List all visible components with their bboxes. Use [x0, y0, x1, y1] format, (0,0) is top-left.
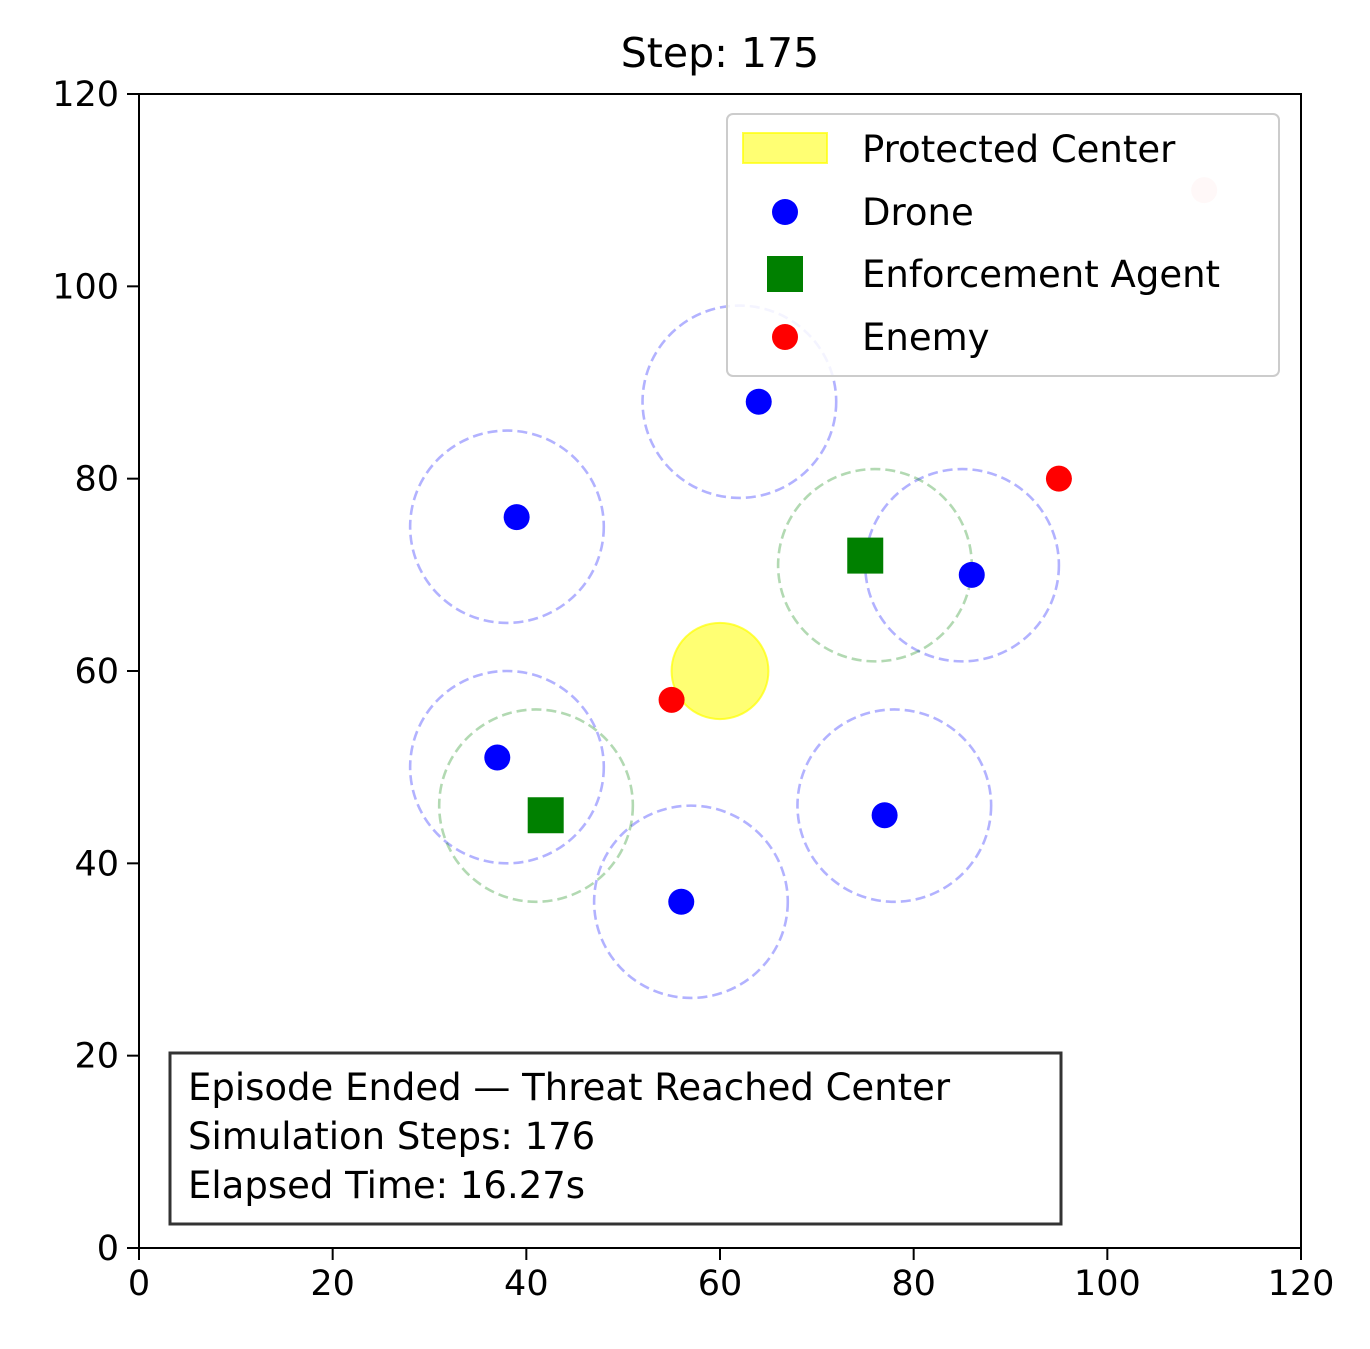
y-tick-label: 20: [74, 1037, 119, 1077]
agent-zone-2: [437, 708, 635, 904]
x-tick-label: 120: [1268, 1264, 1335, 1304]
drone-marker-1: [745, 388, 772, 415]
drone-zone-4: [408, 669, 606, 865]
info-line-1: Episode Ended — Threat Reached Center: [188, 1066, 951, 1109]
drone-zone-6: [592, 804, 790, 1000]
y-tick-label: 100: [52, 267, 119, 307]
protected-center: [670, 621, 770, 721]
info-box-frame: [168, 1051, 1063, 1226]
axes: 0 20 40 60 80 100 120 0 20 40 60 80 100 120: [52, 75, 1334, 1304]
drone-marker-2: [503, 504, 530, 531]
legend-label: Enemy: [862, 316, 990, 359]
x-tick-label: 80: [891, 1264, 936, 1304]
x-tick-label: 20: [310, 1264, 355, 1304]
x-tick-label: 0: [128, 1264, 150, 1304]
y-tick-label: 80: [74, 460, 119, 500]
enemy-marker-1: [1045, 465, 1072, 492]
legend-swatch-agent: [767, 256, 803, 292]
legend-swatch-2: [772, 199, 798, 225]
drone-marker-5: [871, 802, 898, 829]
y-tick-label: 60: [74, 652, 119, 692]
enemy-marker-2: [658, 686, 685, 713]
legend: Protected Center Drone Enforcement Agent En…: [726, 113, 1280, 377]
drone-zone-3: [863, 467, 1061, 663]
legend-label: Protected Center: [862, 128, 1176, 171]
drone-zone-5: [796, 708, 993, 904]
x-tick-label: 40: [504, 1264, 549, 1304]
x-tick-label: 100: [1074, 1264, 1141, 1304]
legend-label: Enforcement Agent: [862, 253, 1220, 296]
legend-label: Drone: [862, 191, 974, 234]
x-tick-label: 60: [698, 1264, 743, 1304]
legend-swatch-center: [742, 132, 828, 164]
agent-marker-1: [847, 537, 884, 574]
legend-swatch-4: [772, 324, 798, 350]
info-line-2: Simulation Steps: 176: [188, 1115, 595, 1158]
chart-title: Step: 175: [621, 29, 819, 77]
info-box: Episode Ended — Threat Reached Center Sim…: [168, 1051, 1063, 1226]
y-tick-label: 40: [74, 844, 119, 884]
info-line-3: Elapsed Time: 16.27s: [188, 1164, 585, 1207]
drone-marker-4: [484, 744, 511, 771]
plot-content: [408, 177, 1218, 1000]
drone-marker-3: [958, 561, 985, 588]
y-tick-label: 0: [97, 1229, 119, 1269]
drone-marker-6: [668, 888, 695, 915]
plot-area: [408, 177, 1218, 1000]
legend-box: [726, 113, 1280, 377]
drone-zone-2: [408, 429, 606, 625]
agent-marker-2: [527, 797, 564, 834]
y-tick-label: 120: [52, 75, 119, 115]
